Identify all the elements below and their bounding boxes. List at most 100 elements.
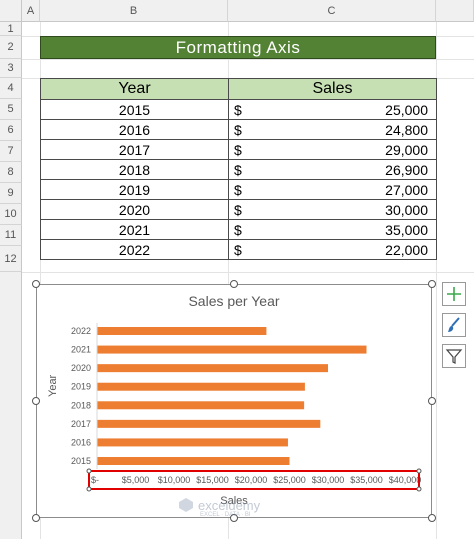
sales-amount: 35,000: [385, 221, 428, 238]
year-cell[interactable]: 2020: [40, 199, 229, 220]
currency-symbol: $: [234, 101, 242, 118]
row-header[interactable]: 5: [0, 99, 22, 120]
row-header[interactable]: 11: [0, 225, 22, 246]
chart-filters-button[interactable]: [442, 344, 466, 368]
resize-handle[interactable]: [428, 280, 436, 288]
column-header-b[interactable]: B: [40, 0, 228, 22]
year-cell[interactable]: 2017: [40, 139, 229, 160]
header-sales[interactable]: Sales: [228, 78, 437, 100]
row-header[interactable]: 12: [0, 246, 22, 272]
chart-elements-button[interactable]: [442, 282, 466, 306]
bar-2019[interactable]: [97, 382, 305, 391]
table-row: 2015 $25,000: [40, 99, 437, 120]
header-year[interactable]: Year: [40, 78, 229, 100]
row-header[interactable]: 4: [0, 78, 22, 99]
sales-amount: 30,000: [385, 201, 428, 218]
axis-selection-handle[interactable]: [416, 468, 422, 474]
bar-2021[interactable]: [97, 345, 367, 354]
row-header[interactable]: 1: [0, 22, 22, 36]
y-tick-label: 2020: [71, 363, 91, 373]
watermark-name: exceldemy: [198, 497, 261, 513]
resize-handle[interactable]: [428, 514, 436, 522]
chart-plot[interactable]: 2015 2016 2017 2018 2019 2020 2021 2022 $- $5,000…: [37, 285, 431, 517]
watermark: exceldemy EXCEL · DATA · BI: [178, 497, 261, 518]
sales-cell[interactable]: $22,000: [228, 239, 437, 260]
x-tick-label: $15,000: [196, 475, 229, 485]
sales-cell[interactable]: $27,000: [228, 179, 437, 200]
sales-cell[interactable]: $25,000: [228, 99, 437, 120]
chart-title[interactable]: Sales per Year: [188, 293, 280, 309]
sales-cell[interactable]: $30,000: [228, 199, 437, 220]
y-tick-label: 2016: [71, 437, 91, 447]
column-header-c[interactable]: C: [228, 0, 436, 22]
sales-table: Year Sales 2015 $25,000 2016 $24,800 201…: [40, 78, 437, 260]
table-row: 2017 $29,000: [40, 139, 437, 160]
resize-handle[interactable]: [32, 514, 40, 522]
sales-cell[interactable]: $35,000: [228, 219, 437, 240]
table-row: 2022 $22,000: [40, 239, 437, 260]
currency-symbol: $: [234, 141, 242, 158]
row-header[interactable]: 2: [0, 36, 22, 59]
x-axis-title[interactable]: Sales: [220, 495, 248, 507]
resize-handle[interactable]: [230, 514, 238, 522]
sheet-title[interactable]: Formatting Axis: [40, 36, 436, 59]
exceldemy-logo-icon: [179, 498, 193, 512]
gridline: [22, 272, 474, 273]
currency-symbol: $: [234, 121, 242, 138]
bar-2018[interactable]: [97, 401, 305, 410]
axis-selection-handle[interactable]: [416, 486, 422, 492]
table-row: 2019 $27,000: [40, 179, 437, 200]
currency-symbol: $: [234, 221, 242, 238]
bar-2020[interactable]: [97, 364, 328, 373]
table-row: 2021 $35,000: [40, 219, 437, 240]
sales-amount: 24,800: [385, 121, 428, 138]
x-tick-label: $10,000: [158, 475, 191, 485]
bar-2022[interactable]: [97, 327, 267, 335]
bar-2016[interactable]: [97, 438, 288, 447]
sales-amount: 27,000: [385, 181, 428, 198]
year-cell[interactable]: 2022: [40, 239, 229, 260]
year-cell[interactable]: 2015: [40, 99, 229, 120]
row-header[interactable]: 3: [0, 59, 22, 78]
row-header[interactable]: 10: [0, 204, 22, 225]
resize-handle[interactable]: [32, 280, 40, 288]
sales-amount: 22,000: [385, 241, 428, 258]
row-header[interactable]: 9: [0, 183, 22, 204]
x-tick-label: $-: [91, 475, 99, 485]
chart-styles-button[interactable]: [442, 313, 466, 337]
column-header-a[interactable]: A: [22, 0, 40, 22]
year-cell[interactable]: 2019: [40, 179, 229, 200]
x-tick-label: $40,000: [389, 475, 422, 485]
gridline: [228, 22, 229, 539]
bar-2015[interactable]: [97, 457, 290, 465]
sales-chart[interactable]: Sales per Year Year 2015 2016 2017 2018 2019…: [36, 284, 432, 518]
year-cell[interactable]: 2021: [40, 219, 229, 240]
sales-cell[interactable]: $24,800: [228, 119, 437, 140]
year-cell[interactable]: 2018: [40, 159, 229, 180]
funnel-icon: [445, 349, 463, 364]
bar-2017[interactable]: [97, 419, 321, 428]
paintbrush-icon: [448, 317, 460, 332]
resize-handle[interactable]: [230, 280, 238, 288]
row-header[interactable]: 6: [0, 120, 22, 141]
row-header[interactable]: 7: [0, 141, 22, 162]
row-header-blank: [0, 272, 22, 539]
resize-handle[interactable]: [32, 397, 40, 405]
table-row: 2016 $24,800: [40, 119, 437, 140]
column-header-blank[interactable]: [436, 0, 474, 22]
row-header[interactable]: 8: [0, 162, 22, 183]
sales-amount: 25,000: [385, 101, 428, 118]
sales-cell[interactable]: $26,900: [228, 159, 437, 180]
sales-cell[interactable]: $29,000: [228, 139, 437, 160]
x-axis-selection-highlight[interactable]: [88, 470, 420, 490]
resize-handle[interactable]: [428, 397, 436, 405]
select-all-corner[interactable]: [0, 0, 22, 22]
watermark-tagline: EXCEL · DATA · BI: [200, 512, 251, 518]
axis-selection-handle[interactable]: [86, 468, 92, 474]
y-tick-label: 2021: [71, 345, 91, 355]
year-cell[interactable]: 2016: [40, 119, 229, 140]
y-tick-label: 2018: [71, 400, 91, 410]
x-tick-label: $20,000: [235, 475, 268, 485]
currency-symbol: $: [234, 241, 242, 258]
axis-selection-handle[interactable]: [86, 486, 92, 492]
